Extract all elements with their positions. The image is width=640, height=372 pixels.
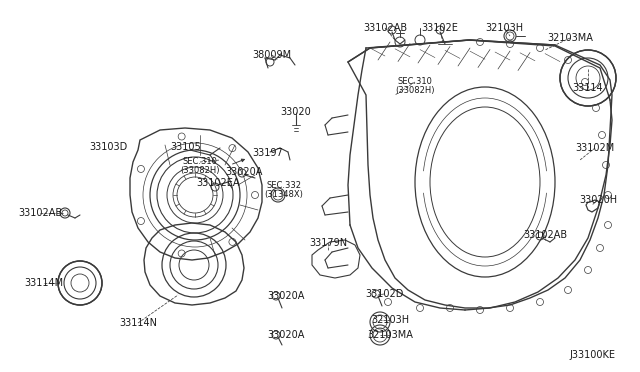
Text: 33114N: 33114N — [119, 318, 157, 328]
Text: 33197: 33197 — [253, 148, 284, 158]
Text: 33020A: 33020A — [268, 291, 305, 301]
Text: (31348X): (31348X) — [264, 189, 303, 199]
Text: 33102D: 33102D — [365, 289, 403, 299]
Text: (33082H): (33082H) — [396, 86, 435, 94]
Text: 33102EA: 33102EA — [196, 178, 240, 188]
Text: 33179N: 33179N — [309, 238, 347, 248]
Text: 33103D: 33103D — [89, 142, 127, 152]
Text: 32103H: 32103H — [371, 315, 409, 325]
Text: SEC.310: SEC.310 — [397, 77, 433, 87]
Text: 33114: 33114 — [573, 83, 604, 93]
Text: 38009M: 38009M — [252, 50, 292, 60]
Text: (33082H): (33082H) — [180, 166, 220, 174]
Text: 33114M: 33114M — [24, 278, 63, 288]
Text: 33020H: 33020H — [579, 195, 617, 205]
Text: 33102AB: 33102AB — [523, 230, 567, 240]
Text: 33102AB: 33102AB — [363, 23, 407, 33]
Text: 32103H: 32103H — [485, 23, 523, 33]
Text: SEC.310: SEC.310 — [182, 157, 218, 167]
Text: 33102M: 33102M — [575, 143, 614, 153]
Text: 33020: 33020 — [280, 107, 312, 117]
Text: 32103MA: 32103MA — [547, 33, 593, 43]
Text: 32103MA: 32103MA — [367, 330, 413, 340]
Text: 33020A: 33020A — [225, 167, 262, 177]
Text: 33102AB: 33102AB — [18, 208, 62, 218]
Text: J33100KE: J33100KE — [569, 350, 615, 360]
Text: 33105: 33105 — [171, 142, 202, 152]
Text: 33102E: 33102E — [422, 23, 458, 33]
Text: 33020A: 33020A — [268, 330, 305, 340]
Text: SEC.332: SEC.332 — [266, 182, 301, 190]
